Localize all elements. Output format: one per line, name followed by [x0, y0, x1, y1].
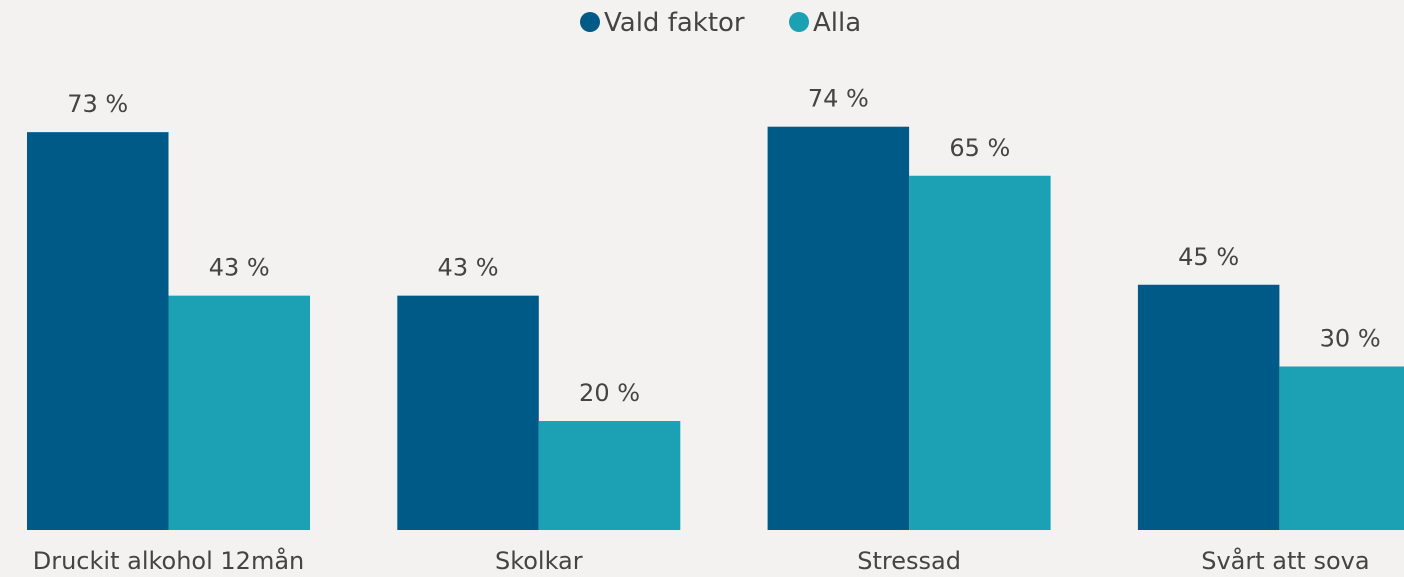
value-label: 74 % — [808, 85, 869, 113]
value-label: 43 % — [209, 254, 270, 282]
x-tick-label: Svårt att sova — [1201, 546, 1369, 575]
value-label: 65 % — [949, 134, 1010, 162]
bar — [767, 126, 910, 530]
value-label: 30 % — [1320, 325, 1381, 353]
value-label: 20 % — [579, 379, 640, 407]
value-label: 45 % — [1178, 243, 1239, 271]
legend-label: Alla — [813, 8, 861, 38]
bar — [27, 132, 169, 530]
bar — [909, 175, 1051, 530]
value-label: 73 % — [67, 90, 128, 118]
bar — [397, 295, 539, 530]
legend-label: Vald faktor — [604, 8, 745, 38]
bar — [1279, 366, 1404, 530]
x-tick-label: Stressad — [857, 547, 961, 575]
legend-marker — [580, 12, 600, 32]
x-tick-label: Druckit alkohol 12mån — [33, 546, 305, 575]
x-tick-label: Skolkar — [495, 547, 583, 575]
bar — [168, 295, 310, 530]
value-label: 43 % — [438, 254, 499, 282]
bar — [1137, 284, 1280, 530]
legend-marker — [789, 12, 809, 32]
bar — [538, 421, 681, 530]
